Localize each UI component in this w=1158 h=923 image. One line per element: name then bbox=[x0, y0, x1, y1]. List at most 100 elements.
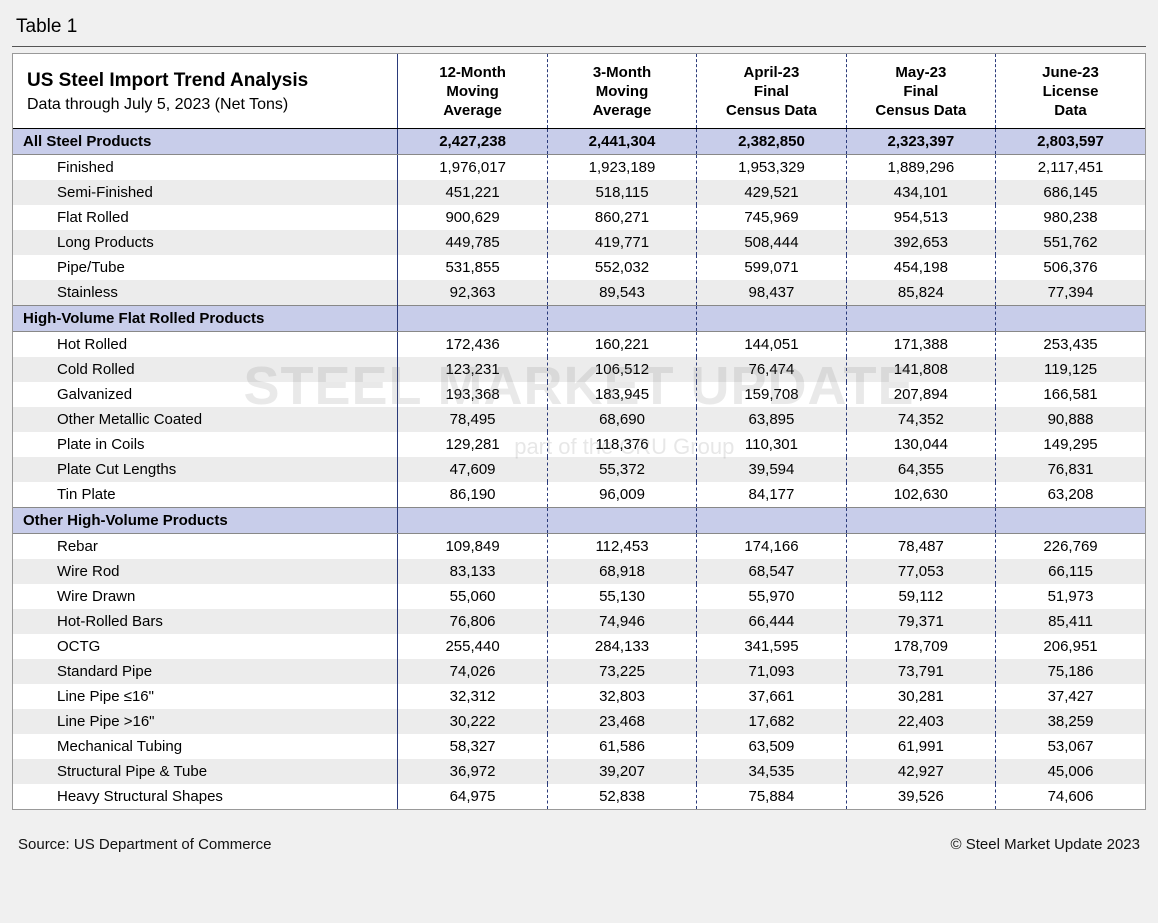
row-label: Wire Drawn bbox=[13, 584, 398, 609]
cell-value: 106,512 bbox=[547, 357, 696, 382]
cell-value: 900,629 bbox=[398, 205, 547, 230]
cell-value: 123,231 bbox=[398, 357, 547, 382]
cell-value: 78,495 bbox=[398, 407, 547, 432]
section-value bbox=[996, 306, 1145, 332]
cell-value: 37,661 bbox=[697, 684, 846, 709]
table-row: Rebar109,849112,453174,16678,487226,769 bbox=[13, 534, 1145, 560]
cell-value: 22,403 bbox=[846, 709, 995, 734]
cell-value: 74,606 bbox=[996, 784, 1145, 809]
cell-value: 36,972 bbox=[398, 759, 547, 784]
cell-value: 255,440 bbox=[398, 634, 547, 659]
cell-value: 74,026 bbox=[398, 659, 547, 684]
cell-value: 63,895 bbox=[697, 407, 846, 432]
cell-value: 98,437 bbox=[697, 280, 846, 306]
cell-value: 149,295 bbox=[996, 432, 1145, 457]
table-row: Standard Pipe74,02673,22571,09373,79175,… bbox=[13, 659, 1145, 684]
row-label: Galvanized bbox=[13, 382, 398, 407]
cell-value: 39,207 bbox=[547, 759, 696, 784]
row-label: Standard Pipe bbox=[13, 659, 398, 684]
cell-value: 1,976,017 bbox=[398, 155, 547, 181]
cell-value: 552,032 bbox=[547, 255, 696, 280]
cell-value: 73,225 bbox=[547, 659, 696, 684]
cell-value: 429,521 bbox=[697, 180, 846, 205]
cell-value: 89,543 bbox=[547, 280, 696, 306]
row-label: Rebar bbox=[13, 534, 398, 560]
cell-value: 130,044 bbox=[846, 432, 995, 457]
cell-value: 506,376 bbox=[996, 255, 1145, 280]
footer-source: Source: US Department of Commerce bbox=[18, 836, 271, 853]
cell-value: 860,271 bbox=[547, 205, 696, 230]
cell-value: 451,221 bbox=[398, 180, 547, 205]
cell-value: 55,970 bbox=[697, 584, 846, 609]
cell-value: 74,352 bbox=[846, 407, 995, 432]
cell-value: 85,824 bbox=[846, 280, 995, 306]
table-row: Mechanical Tubing58,32761,58663,50961,99… bbox=[13, 734, 1145, 759]
cell-value: 47,609 bbox=[398, 457, 547, 482]
cell-value: 166,581 bbox=[996, 382, 1145, 407]
cell-value: 30,222 bbox=[398, 709, 547, 734]
table-row: Structural Pipe & Tube36,97239,20734,535… bbox=[13, 759, 1145, 784]
cell-value: 110,301 bbox=[697, 432, 846, 457]
cell-value: 96,009 bbox=[547, 482, 696, 508]
cell-value: 2,117,451 bbox=[996, 155, 1145, 181]
section-value bbox=[697, 306, 846, 332]
cell-value: 76,474 bbox=[697, 357, 846, 382]
cell-value: 58,327 bbox=[398, 734, 547, 759]
cell-value: 1,889,296 bbox=[846, 155, 995, 181]
cell-value: 193,368 bbox=[398, 382, 547, 407]
cell-value: 17,682 bbox=[697, 709, 846, 734]
cell-value: 92,363 bbox=[398, 280, 547, 306]
section-value: 2,427,238 bbox=[398, 129, 547, 155]
cell-value: 954,513 bbox=[846, 205, 995, 230]
cell-value: 23,468 bbox=[547, 709, 696, 734]
table-row: Line Pipe >16"30,22223,46817,68222,40338… bbox=[13, 709, 1145, 734]
cell-value: 32,312 bbox=[398, 684, 547, 709]
row-label: Cold Rolled bbox=[13, 357, 398, 382]
row-label: Semi-Finished bbox=[13, 180, 398, 205]
row-label: Flat Rolled bbox=[13, 205, 398, 230]
cell-value: 63,208 bbox=[996, 482, 1145, 508]
cell-value: 76,831 bbox=[996, 457, 1145, 482]
cell-value: 183,945 bbox=[547, 382, 696, 407]
section-label: All Steel Products bbox=[13, 129, 398, 155]
cell-value: 79,371 bbox=[846, 609, 995, 634]
cell-value: 531,855 bbox=[398, 255, 547, 280]
cell-value: 518,115 bbox=[547, 180, 696, 205]
table-title: US Steel Import Trend Analysis bbox=[27, 69, 389, 93]
cell-value: 1,953,329 bbox=[697, 155, 846, 181]
table-title-cell: US Steel Import Trend Analysis Data thro… bbox=[13, 54, 398, 129]
cell-value: 68,918 bbox=[547, 559, 696, 584]
cell-value: 76,806 bbox=[398, 609, 547, 634]
cell-value: 129,281 bbox=[398, 432, 547, 457]
cell-value: 171,388 bbox=[846, 332, 995, 358]
cell-value: 68,690 bbox=[547, 407, 696, 432]
section-value bbox=[398, 306, 547, 332]
cell-value: 119,125 bbox=[996, 357, 1145, 382]
section-row: All Steel Products2,427,2382,441,3042,38… bbox=[13, 129, 1145, 155]
cell-value: 84,177 bbox=[697, 482, 846, 508]
cell-value: 118,376 bbox=[547, 432, 696, 457]
table-row: Plate in Coils129,281118,376110,301130,0… bbox=[13, 432, 1145, 457]
cell-value: 32,803 bbox=[547, 684, 696, 709]
cell-value: 68,547 bbox=[697, 559, 846, 584]
cell-value: 226,769 bbox=[996, 534, 1145, 560]
cell-value: 38,259 bbox=[996, 709, 1145, 734]
table-row: Wire Rod83,13368,91868,54777,05366,115 bbox=[13, 559, 1145, 584]
section-value: 2,803,597 bbox=[996, 129, 1145, 155]
cell-value: 61,586 bbox=[547, 734, 696, 759]
row-label: Line Pipe >16" bbox=[13, 709, 398, 734]
table-row: Wire Drawn55,06055,13055,97059,11251,973 bbox=[13, 584, 1145, 609]
cell-value: 37,427 bbox=[996, 684, 1145, 709]
cell-value: 144,051 bbox=[697, 332, 846, 358]
cell-value: 66,115 bbox=[996, 559, 1145, 584]
cell-value: 599,071 bbox=[697, 255, 846, 280]
row-label: Mechanical Tubing bbox=[13, 734, 398, 759]
section-value: 2,323,397 bbox=[846, 129, 995, 155]
row-label: OCTG bbox=[13, 634, 398, 659]
table-caption: Table 1 bbox=[12, 12, 1146, 47]
cell-value: 30,281 bbox=[846, 684, 995, 709]
row-label: Hot Rolled bbox=[13, 332, 398, 358]
table-row: Heavy Structural Shapes64,97552,83875,88… bbox=[13, 784, 1145, 809]
cell-value: 66,444 bbox=[697, 609, 846, 634]
row-label: Pipe/Tube bbox=[13, 255, 398, 280]
